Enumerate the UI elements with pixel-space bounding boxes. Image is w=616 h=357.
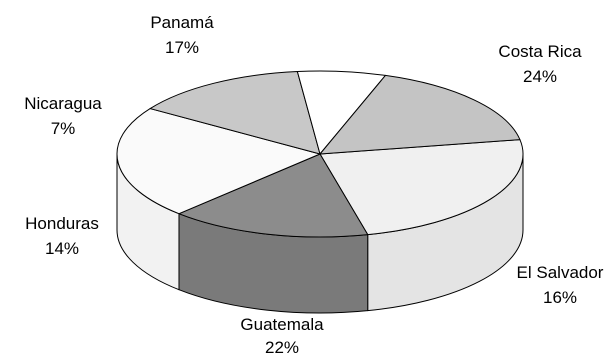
slice-costa-rica	[319, 139, 524, 236]
label-panama-value: 17%	[165, 38, 199, 57]
label-el-salvador-name: El Salvador	[517, 263, 604, 282]
label-costa-rica-name: Costa Rica	[498, 42, 582, 61]
pie-slices	[116, 70, 524, 238]
label-honduras-name: Honduras	[25, 214, 99, 233]
label-nicaragua-name: Nicaragua	[24, 94, 102, 113]
pie-sides	[116, 153, 524, 314]
slice-guatemala	[116, 108, 321, 215]
slice-panama	[319, 74, 521, 155]
label-el-salvador-value: 16%	[543, 288, 577, 307]
label-guatemala-name: Guatemala	[240, 315, 324, 334]
slice-el-salvador	[178, 153, 369, 238]
label-nicaragua-value: 7%	[51, 119, 76, 138]
slice-honduras	[149, 71, 321, 155]
label-guatemala-value: 22%	[265, 338, 299, 357]
label-costa-rica-value: 24%	[523, 67, 557, 86]
pie-labels: Costa Rica 24% El Salvador 16% Guatemala…	[24, 13, 604, 357]
label-panama-name: Panamá	[150, 13, 214, 32]
label-honduras-value: 14%	[45, 239, 79, 258]
